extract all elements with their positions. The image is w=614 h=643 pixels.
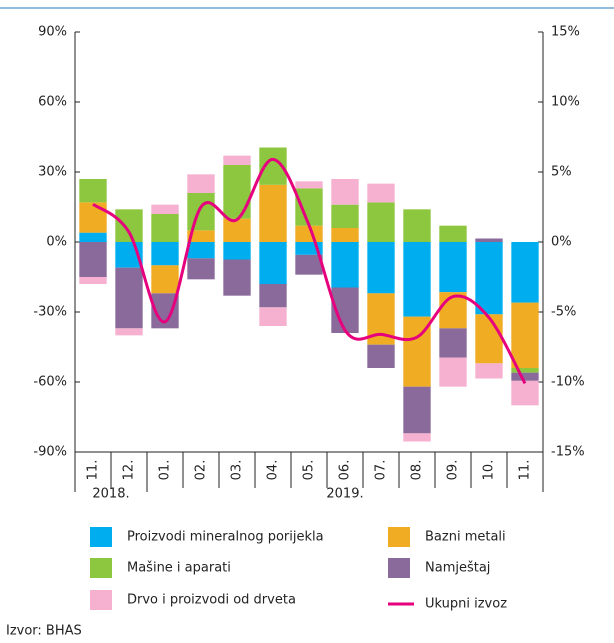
bar-segment	[475, 363, 503, 379]
bar-segment	[187, 193, 215, 231]
bar-segment	[79, 277, 107, 284]
line	[92, 157, 527, 385]
bar-segment	[259, 307, 287, 326]
legend-swatch	[90, 558, 112, 578]
x-tick-label: 11.	[86, 460, 101, 481]
y2-tick-label: -15%	[551, 445, 585, 460]
y2-tick-label: 0%	[551, 235, 572, 250]
x-tick-label: 06.	[338, 460, 353, 481]
bar-segment	[295, 225, 323, 242]
bar-segment	[115, 328, 143, 336]
bar-segment	[295, 254, 323, 275]
bar-segment	[151, 242, 179, 266]
bar-segment	[439, 292, 467, 329]
bar-segment	[511, 368, 539, 373]
bar-segment	[187, 242, 215, 259]
x-tick-label: 01.	[158, 460, 173, 481]
x-tick-label: 05.	[302, 460, 317, 481]
x-tick-label: 12.	[122, 460, 137, 481]
bar-segment	[295, 181, 323, 189]
legend-swatch	[90, 590, 112, 610]
legend-label: Drvo i proizvodi od drveta	[127, 593, 296, 608]
bar-segment	[403, 209, 431, 242]
y2-tick-label: 5%	[551, 165, 572, 180]
bar-segment	[367, 183, 395, 203]
bar-segment	[367, 202, 395, 242]
bar-segment	[367, 344, 395, 368]
y-tick-label: -90%	[33, 445, 67, 460]
y2-tick-label: -5%	[551, 305, 576, 320]
y-tick-label: 0%	[46, 235, 67, 250]
bar-segment	[115, 209, 143, 242]
y2-tick-label: -10%	[551, 375, 585, 390]
year-label: 2018.	[92, 487, 129, 502]
bar-segment	[475, 238, 503, 242]
bar-segment	[511, 380, 539, 406]
bar-segment	[439, 357, 467, 387]
bar-segment	[223, 165, 251, 219]
bar-segment	[475, 314, 503, 364]
bar-segment	[151, 265, 179, 294]
x-tick-label: 11.	[518, 460, 533, 481]
x-tick-label: 10.	[482, 460, 497, 481]
y-tick-label: 90%	[38, 25, 67, 40]
bar-segment	[223, 259, 251, 296]
bar-segment	[331, 179, 359, 205]
bar-segment	[187, 230, 215, 242]
bar-segment	[511, 302, 539, 368]
bar-segment	[475, 242, 503, 315]
y2-tick-label: 10%	[551, 95, 580, 110]
bar-segment	[511, 372, 539, 381]
x-tick-label: 07.	[374, 460, 389, 481]
legend-label: Bazni metali	[425, 530, 506, 545]
legend-swatch	[388, 558, 410, 578]
bar-segment	[331, 204, 359, 228]
x-tick-label: 02.	[194, 460, 209, 481]
legend-swatch	[90, 527, 112, 547]
bar-segment	[439, 328, 467, 358]
bar-segment	[151, 204, 179, 214]
bar-segment	[79, 179, 107, 203]
bar-segment	[367, 242, 395, 294]
bar-segment	[79, 242, 107, 277]
bar-segment	[403, 386, 431, 434]
bar-segment	[331, 242, 359, 288]
y-tick-label: -30%	[33, 305, 67, 320]
bar-segment	[79, 202, 107, 233]
bar-segment	[79, 232, 107, 242]
legend-label: Mašine i aparati	[127, 561, 231, 576]
y2-tick-label: 15%	[551, 25, 580, 40]
bar-segment	[403, 433, 431, 442]
year-label: 2019.	[326, 487, 363, 502]
bar-segment	[403, 242, 431, 317]
bar-segment	[223, 218, 251, 242]
bar-segment	[259, 242, 287, 284]
bar-segment	[151, 214, 179, 242]
x-tick-label: 09.	[446, 460, 461, 481]
legend-label: Ukupni izvoz	[425, 597, 507, 612]
bar-segment	[223, 155, 251, 165]
bar-segment	[295, 188, 323, 226]
x-tick-label: 08.	[410, 460, 425, 481]
bar-segment	[259, 184, 287, 242]
bar-segment	[511, 242, 539, 303]
legend-swatch	[388, 527, 410, 547]
y-tick-label: 30%	[38, 165, 67, 180]
bar-segment	[187, 174, 215, 193]
x-tick-label: 03.	[230, 460, 245, 481]
bar-segment	[187, 258, 215, 280]
y-tick-label: -60%	[33, 375, 67, 390]
source: Izvor: BHAS	[6, 624, 82, 639]
bar-segment	[259, 284, 287, 308]
bar-segment	[331, 228, 359, 242]
legend-label: Namještaj	[425, 561, 490, 576]
bar-segment	[439, 242, 467, 293]
bar-segment	[223, 242, 251, 260]
legend-label: Proizvodi mineralnog porijekla	[127, 530, 324, 545]
x-tick-label: 04.	[266, 460, 281, 481]
y-tick-label: 60%	[38, 95, 67, 110]
bar-segment	[115, 267, 143, 329]
bar-segment	[439, 225, 467, 242]
